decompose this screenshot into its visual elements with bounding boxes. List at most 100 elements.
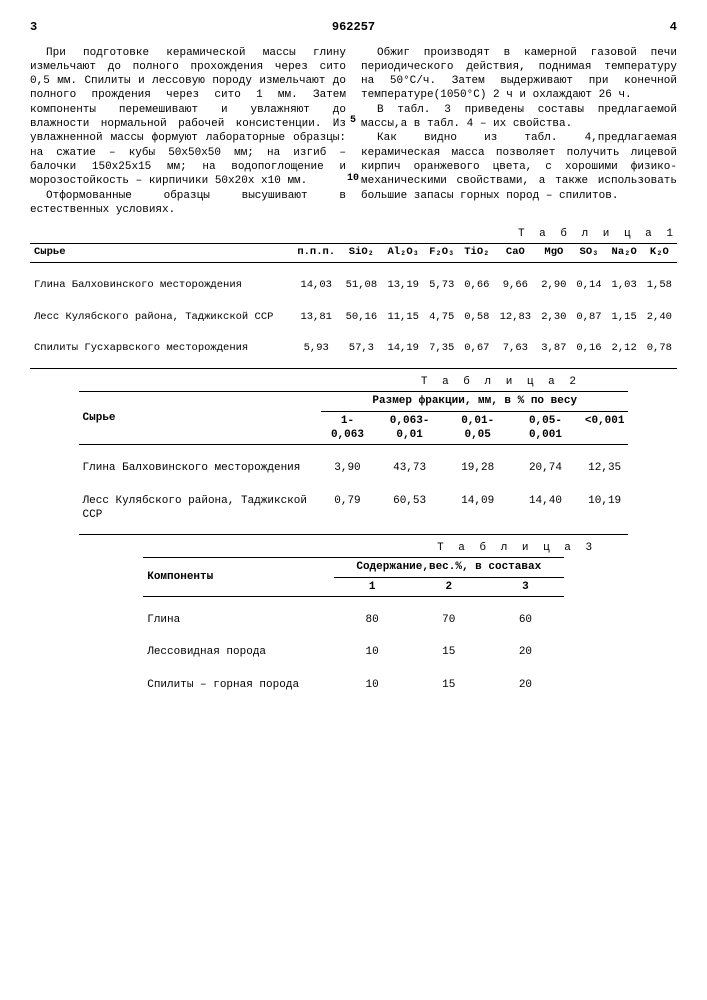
cell: 1,03	[607, 277, 642, 295]
th: Al₂O₃	[382, 244, 424, 263]
cell: 43,73	[374, 459, 445, 477]
cell: 0,87	[571, 309, 606, 327]
cell: 0,79	[321, 492, 374, 525]
cell: 20	[487, 676, 564, 694]
cell: 19,28	[445, 459, 510, 477]
th: 3	[487, 577, 564, 596]
cell: 5,73	[424, 277, 459, 295]
cell: 13,81	[292, 309, 341, 327]
table2: Сырье Размер фракции, мм, в % по весу 1-…	[79, 391, 629, 535]
cell: 20,74	[510, 459, 581, 477]
cell: 51,08	[340, 277, 382, 295]
para: В табл. 3 приведены составы предлагаемой…	[361, 103, 677, 132]
cell: 60,53	[374, 492, 445, 525]
th: Компоненты	[143, 558, 334, 597]
cell: 10	[334, 643, 411, 661]
th: 1	[334, 577, 411, 596]
doc-number: 962257	[332, 20, 375, 36]
cell: 3,90	[321, 459, 374, 477]
cell: 2,12	[607, 340, 642, 358]
cell: 60	[487, 611, 564, 629]
cell: Спилиты – горная порода	[143, 676, 334, 694]
cell: Глина Балховинского месторождения	[79, 459, 321, 477]
cell: 12,83	[494, 309, 536, 327]
cell: 0,66	[459, 277, 494, 295]
th: 0,063-0,01	[374, 411, 445, 445]
cell: Лесс Кулябского района, Таджикской ССР	[30, 309, 292, 327]
cell: 20	[487, 643, 564, 661]
cell: 0,78	[642, 340, 677, 358]
table3-head-row1: Компоненты Содержание,вес.%, в составах	[143, 558, 564, 577]
cell: 2,40	[642, 309, 677, 327]
table3-label: Т а б л и ц а 3	[111, 541, 596, 555]
th: F₂O₃	[424, 244, 459, 263]
cell: Глина	[143, 611, 334, 629]
th: 0,01-0,05	[445, 411, 510, 445]
cell: 7,63	[494, 340, 536, 358]
cell: 5,93	[292, 340, 341, 358]
cell: 10,19	[581, 492, 629, 525]
cell: 0,58	[459, 309, 494, 327]
text-columns: При подготовке керамической массы глину …	[30, 46, 677, 218]
table-row: Лесс Кулябского района, Таджикской ССР 0…	[79, 492, 629, 525]
cell: Глина Балховинского месторождения	[30, 277, 292, 295]
right-column: Обжиг производят в камерной газовой печи…	[361, 46, 677, 218]
th: MgO	[536, 244, 571, 263]
th: Сырье	[79, 392, 321, 445]
th: 0,05-0,001	[510, 411, 581, 445]
table-row: Спилиты – горная порода 10 15 20	[143, 676, 564, 694]
th: TiO₂	[459, 244, 494, 263]
table1: Сырье п.п.п. SiO₂ Al₂O₃ F₂O₃ TiO₂ CaO Mg…	[30, 243, 677, 369]
cell: Спилиты Гусхарвского месторождения	[30, 340, 292, 358]
cell: 14,40	[510, 492, 581, 525]
cell: 14,03	[292, 277, 341, 295]
th: п.п.п.	[292, 244, 341, 263]
cell: 0,14	[571, 277, 606, 295]
cell: 15	[410, 643, 487, 661]
cell: 15	[410, 676, 487, 694]
th: Содержание,вес.%, в составах	[334, 558, 564, 577]
th: Na₂O	[607, 244, 642, 263]
cell: Лессовидная порода	[143, 643, 334, 661]
th: K₂O	[642, 244, 677, 263]
page-header: 3 962257 4	[30, 20, 677, 36]
page-num-right: 4	[670, 20, 677, 36]
cell: Лесс Кулябского района, Таджикской ССР	[79, 492, 321, 525]
th: SiO₂	[340, 244, 382, 263]
cell: 4,75	[424, 309, 459, 327]
cell: 14,09	[445, 492, 510, 525]
page-num-left: 3	[30, 20, 37, 36]
cell: 13,19	[382, 277, 424, 295]
line-marker: 5	[350, 114, 356, 127]
para: Как видно из табл. 4,предлагаемая керами…	[361, 131, 677, 202]
cell: 0,67	[459, 340, 494, 358]
cell: 7,35	[424, 340, 459, 358]
th: 2	[410, 577, 487, 596]
table-row: Спилиты Гусхарвского месторождения 5,93 …	[30, 340, 677, 358]
left-column: При подготовке керамической массы глину …	[30, 46, 346, 218]
cell: 11,15	[382, 309, 424, 327]
table2-label: Т а б л и ц а 2	[30, 375, 580, 389]
para: Обжиг производят в камерной газовой печи…	[361, 46, 677, 103]
th: Размер фракции, мм, в % по весу	[321, 392, 628, 411]
cell: 0,16	[571, 340, 606, 358]
para: Отформованные образцы высушивают в естес…	[30, 189, 346, 218]
th: CaO	[494, 244, 536, 263]
th: <0,001	[581, 411, 629, 445]
line-marker: 10	[347, 172, 359, 185]
table-row: Глина Балховинского месторождения 14,03 …	[30, 277, 677, 295]
cell: 3,87	[536, 340, 571, 358]
table3: Компоненты Содержание,вес.%, в составах …	[143, 557, 564, 693]
table1-head-row: Сырье п.п.п. SiO₂ Al₂O₃ F₂O₃ TiO₂ CaO Mg…	[30, 244, 677, 263]
cell: 70	[410, 611, 487, 629]
table1-label: Т а б л и ц а 1	[30, 227, 677, 241]
th: Сырье	[30, 244, 292, 263]
table-row: Лесс Кулябского района, Таджикской ССР 1…	[30, 309, 677, 327]
cell: 80	[334, 611, 411, 629]
cell: 2,90	[536, 277, 571, 295]
th: SO₃	[571, 244, 606, 263]
cell: 9,66	[494, 277, 536, 295]
table-row: Глина 80 70 60	[143, 611, 564, 629]
cell: 1,15	[607, 309, 642, 327]
table-row: Лессовидная порода 10 15 20	[143, 643, 564, 661]
